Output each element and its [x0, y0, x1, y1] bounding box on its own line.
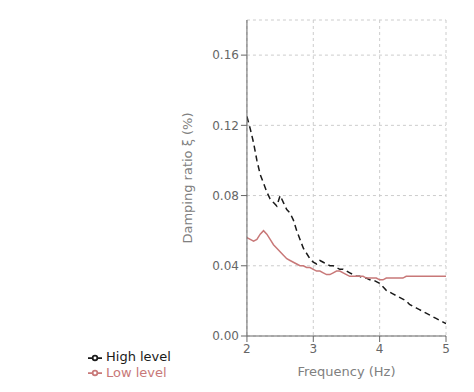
svg-text:4: 4	[376, 342, 384, 356]
svg-text:0.16: 0.16	[212, 48, 239, 62]
svg-text:0.04: 0.04	[212, 259, 239, 273]
svg-text:Damping ratio ξ (%): Damping ratio ξ (%)	[180, 112, 195, 243]
svg-text:2: 2	[243, 342, 251, 356]
svg-text:0.12: 0.12	[212, 119, 239, 133]
html-text:High level: High level	[106, 349, 171, 364]
svg-text:0.08: 0.08	[212, 189, 239, 203]
svg-text:3: 3	[309, 342, 317, 356]
svg-text:Frequency (Hz): Frequency (Hz)	[297, 364, 395, 379]
svg-text:5: 5	[442, 342, 450, 356]
html-text:Low level: Low level	[106, 364, 167, 380]
svg-text:0.00: 0.00	[212, 329, 239, 343]
